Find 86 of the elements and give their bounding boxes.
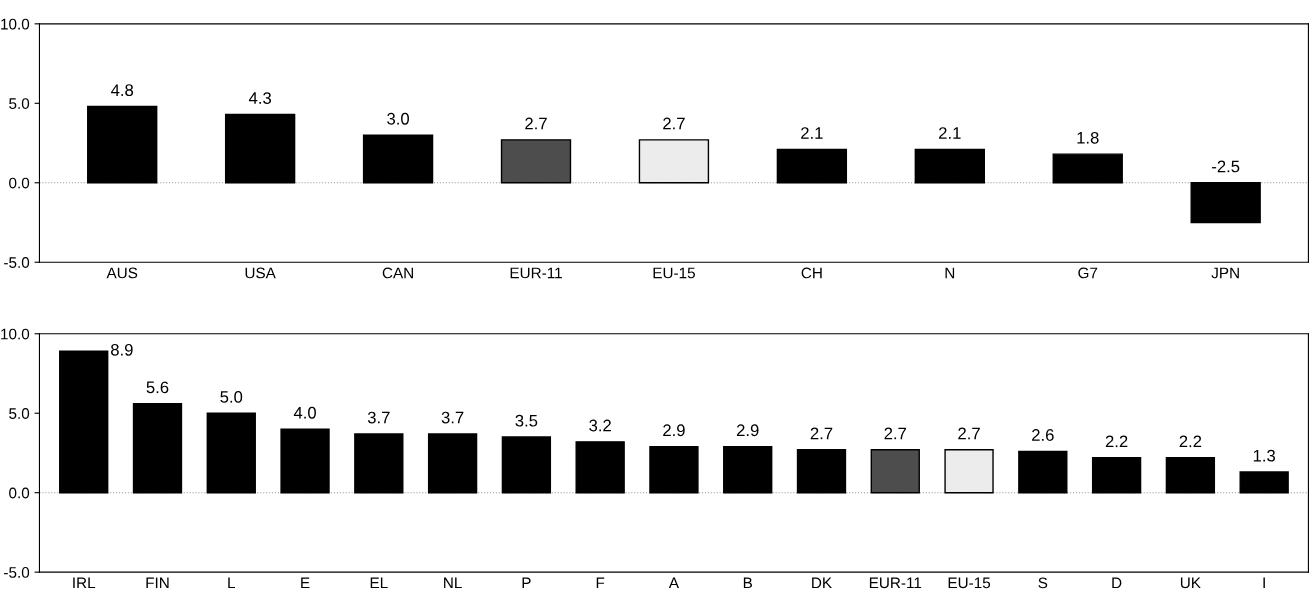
bar [914,148,985,184]
bar [132,402,183,494]
y-tick-label: 10.0 [1,18,30,30]
data-label: 2.2 [1179,435,1202,448]
bar [1190,182,1261,224]
x-tick-label: USA [245,267,276,279]
bar [500,139,572,184]
data-label: 2.7 [884,427,907,440]
data-label: 3.7 [367,411,390,424]
x-tick-label: P [522,577,531,589]
bar [1091,457,1142,494]
bar [354,433,404,494]
bar [224,113,296,184]
x-tick-label: EUR-11 [510,267,562,279]
x-tick-label: DK [812,577,832,589]
x-tick-label: EU-15 [653,267,695,279]
data-label: 2.9 [663,424,685,437]
data-label: 2.1 [939,127,961,139]
y-tick-label: -5.0 [4,567,30,578]
data-label: 4.8 [111,84,134,97]
x-tick-label: E [301,577,310,589]
bar [501,436,552,494]
x-tick-label: B [743,577,752,589]
bar [362,134,434,184]
data-label: 2.7 [525,117,547,130]
x-tick-label: EUR-11 [869,577,922,589]
x-tick-label: NL [444,577,462,589]
x-tick-label: JPN [1211,267,1239,279]
data-label: 1.8 [1077,131,1099,144]
bar [870,449,920,494]
x-tick-label: UK [1180,577,1201,589]
data-label: 2.7 [958,427,980,440]
y-tick-label: 0.0 [9,177,30,189]
data-label: -2.5 [1212,160,1240,173]
bar [638,139,710,184]
bar [723,445,773,494]
x-tick-label: EL [370,577,388,589]
data-label: 3.5 [515,414,538,427]
data-label: 5.0 [220,390,243,403]
data-label: 2.9 [736,424,759,437]
x-tick-label: S [1038,577,1048,589]
x-tick-label: G7 [1078,267,1098,279]
y-tick-label: -5.0 [4,257,30,268]
x-tick-label: L [228,577,236,589]
y-tick-label: 10.0 [1,328,30,340]
data-label: 5.6 [146,381,169,394]
bar [87,105,158,184]
bar [1018,450,1068,494]
x-tick-label: CH [801,267,822,279]
data-label: 2.1 [801,127,823,139]
bar [206,412,256,494]
bar [776,148,848,184]
data-label: 3.7 [441,411,464,424]
x-tick-label: I [1263,577,1265,589]
data-label: 2.2 [1105,435,1128,448]
x-tick-label: F [596,577,605,589]
bar [649,445,699,494]
x-tick-label: FIN [146,577,169,589]
data-label: 8.9 [111,343,133,356]
data-label: 2.6 [1032,429,1054,441]
y-tick-label: 0.0 [9,487,30,499]
bar [280,428,330,494]
x-tick-label: CAN [382,267,413,279]
bar [796,449,847,494]
bar [1165,457,1216,494]
bar [575,441,625,494]
data-label: 3.0 [387,112,410,125]
bar [944,449,994,494]
bar [59,350,109,494]
y-tick-label: 5.0 [9,408,30,419]
data-label: 1.3 [1253,449,1276,462]
data-label: 4.0 [293,406,316,419]
data-label: 2.7 [810,427,833,440]
data-label: 4.3 [248,92,271,104]
bar [427,433,478,494]
data-label: 3.2 [589,419,611,432]
bar [1239,471,1289,494]
bar [1052,153,1123,184]
x-tick-label: A [668,577,679,589]
x-tick-label: EU-15 [948,577,991,589]
y-tick-label: 5.0 [9,98,30,109]
data-label: 2.7 [663,117,685,130]
x-tick-label: AUS [106,267,138,279]
x-tick-label: N [945,267,955,279]
x-tick-label: IRL [73,577,96,589]
x-tick-label: D [1112,577,1122,589]
